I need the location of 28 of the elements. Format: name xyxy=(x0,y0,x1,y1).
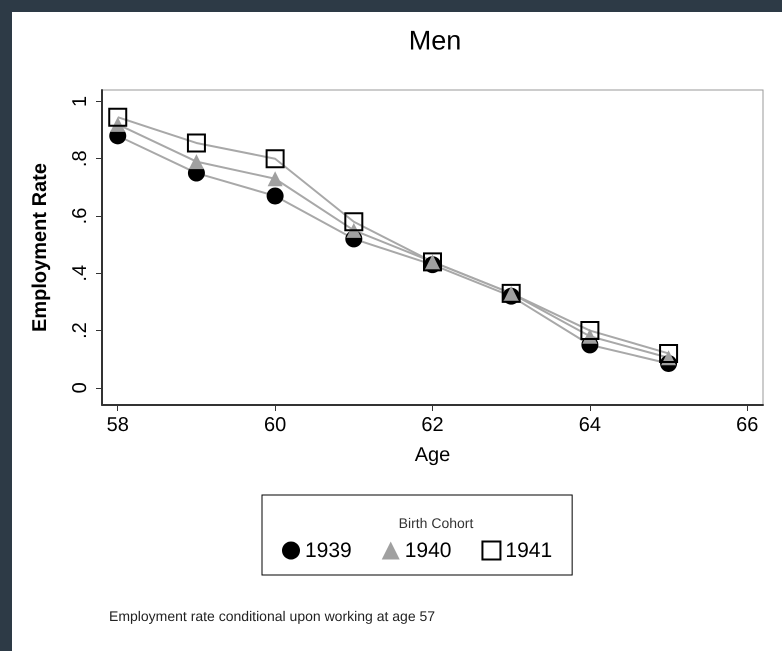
legend-label: 1940 xyxy=(404,539,452,562)
x-tick-label: 62 xyxy=(421,414,444,436)
legend-label: 1939 xyxy=(305,539,352,562)
point xyxy=(266,149,285,168)
y-tick-label: 1 xyxy=(69,96,91,108)
point xyxy=(344,212,364,232)
point xyxy=(580,321,600,340)
x-tick-label: 64 xyxy=(578,414,602,436)
text: Employment rate conditional upon working at age 57 xyxy=(109,608,436,624)
point xyxy=(188,154,204,170)
x-axis-title: Age xyxy=(414,444,450,466)
point xyxy=(108,108,128,127)
y-axis-title: Employment Rate xyxy=(29,163,51,332)
point xyxy=(266,187,284,204)
point xyxy=(659,344,678,363)
x-tick-label: 58 xyxy=(106,414,129,436)
y-tick-label: .8 xyxy=(69,150,91,168)
chart-title: Men xyxy=(408,26,462,56)
y-tick-label: 0 xyxy=(69,382,91,394)
legend-title: Birth Cohort xyxy=(398,515,474,531)
point xyxy=(268,171,283,186)
y-tick-label: .2 xyxy=(69,322,91,339)
legend-label: 1941 xyxy=(505,539,552,562)
x-tick-label: 66 xyxy=(736,414,758,436)
point xyxy=(186,133,206,152)
y-tick-label: .4 xyxy=(69,264,91,282)
y-tick-label: .6 xyxy=(69,208,91,224)
x-tick-label: 60 xyxy=(264,414,286,436)
